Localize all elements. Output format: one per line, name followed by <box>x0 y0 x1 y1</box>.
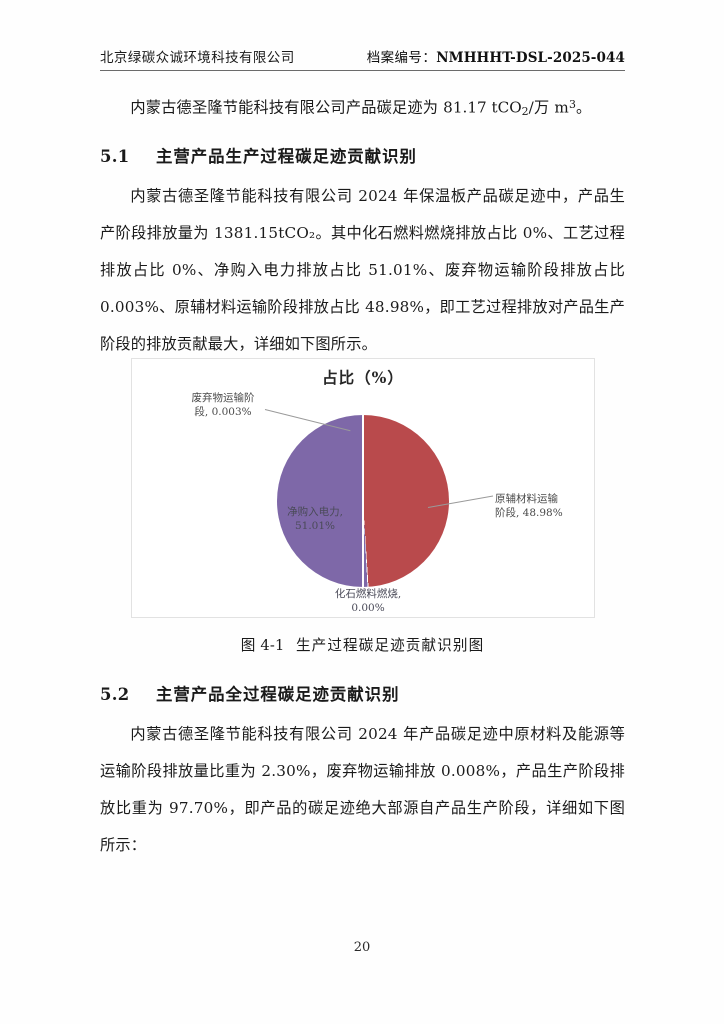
content-lower: 5.2 主营产品全过程碳足迹贡献识别 内蒙古德圣隆节能科技有限公司 2024 年… <box>100 668 625 868</box>
header-divider <box>100 70 625 71</box>
pie-graphic <box>277 415 449 587</box>
section-heading-5-1: 5.1 主营产品生产过程碳足迹贡献识别 <box>100 140 625 174</box>
pie-separator-bottom <box>362 501 364 587</box>
section-number-5-2: 5.2 <box>100 685 130 704</box>
pie-label-raw-material-transport: 原辅材料运输 阶段, 48.98% <box>495 493 563 519</box>
intro-paragraph: 内蒙古德圣隆节能科技有限公司产品碳足迹为 81.17 tCO2/万 m3。 <box>100 86 625 130</box>
section-title-5-1: 主营产品生产过程碳足迹贡献识别 <box>156 147 417 166</box>
figure-caption-title: 生产过程碳足迹贡献识别图 <box>295 637 485 654</box>
section-heading-5-2: 5.2 主营产品全过程碳足迹贡献识别 <box>100 678 625 712</box>
intro-unit-subscript: 2 <box>521 105 529 118</box>
intro-unit-superscript: 3 <box>568 98 576 111</box>
figure-caption: 图 4-1 生产过程碳足迹贡献识别图 <box>100 634 625 655</box>
pie-separator-top <box>362 415 364 501</box>
intro-unit-b: /万 m <box>528 98 569 117</box>
content-upper: 内蒙古德圣隆节能科技有限公司产品碳足迹为 81.17 tCO2/万 m3。 5.… <box>100 86 625 367</box>
intro-value: 81.17 <box>443 98 487 117</box>
pie-label-purchased-electricity: 净购入电力, 51.01% <box>287 506 343 532</box>
pie-chart: 占比（%） 废弃物运输阶 段, 0.003% 原辅材料运输 阶段, 48.98%… <box>131 358 595 618</box>
pie-label-waste-transport: 废弃物运输阶 段, 0.003% <box>191 392 255 418</box>
page-header: 北京绿碳众诚环境科技有限公司 档案编号：NMHHHT-DSL-2025-044 <box>100 46 625 66</box>
intro-unit-a: tCO <box>486 98 522 117</box>
page-number: 20 <box>353 940 371 955</box>
header-company-name: 北京绿碳众诚环境科技有限公司 <box>100 50 295 66</box>
archive-label: 档案编号： <box>366 50 437 66</box>
section-number-5-1: 5.1 <box>100 147 130 166</box>
chart-title: 占比（%） <box>322 368 404 387</box>
figure-caption-number: 图 4-1 <box>240 637 285 654</box>
header-archive: 档案编号：NMHHHT-DSL-2025-044 <box>367 46 625 66</box>
pie-label-fossil-fuel: 化石燃料燃烧, 0.00% <box>334 588 402 614</box>
section-5-1-paragraph: 内蒙古德圣隆节能科技有限公司 2024 年保温板产品碳足迹中，产品生产阶段排放量… <box>100 187 625 353</box>
archive-number: NMHHHT-DSL-2025-044 <box>436 50 625 66</box>
section-title-5-2: 主营产品全过程碳足迹贡献识别 <box>156 685 400 704</box>
intro-text-after: 。 <box>575 98 592 117</box>
section-5-2-paragraph: 内蒙古德圣隆节能科技有限公司 2024 年产品碳足迹中原材料及能源等运输阶段排放… <box>100 725 625 854</box>
intro-text-before: 内蒙古德圣隆节能科技有限公司产品碳足迹为 <box>130 98 444 117</box>
